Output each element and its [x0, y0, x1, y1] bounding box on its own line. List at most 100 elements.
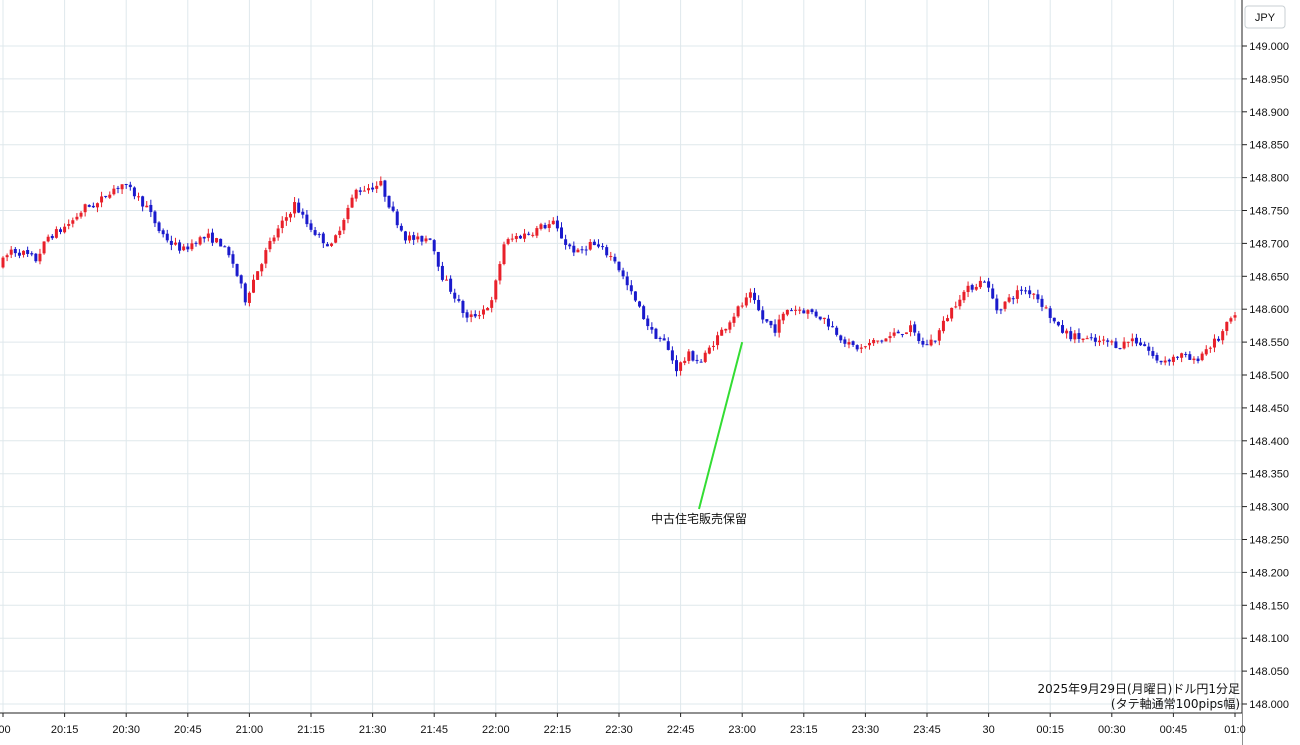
x-tick-label: 23:00 — [728, 724, 756, 736]
candle-body — [161, 230, 165, 235]
candle-body — [391, 206, 395, 211]
candle-body — [223, 246, 227, 248]
candle-body — [831, 326, 835, 328]
candle-body — [1052, 317, 1056, 322]
candle-body — [724, 328, 728, 331]
candle-body — [892, 332, 896, 336]
x-tick-label: 23:15 — [790, 724, 818, 736]
candle-body — [1217, 338, 1221, 341]
candle-body — [461, 300, 465, 313]
candle-body — [83, 204, 87, 213]
candle-body — [720, 329, 724, 336]
currency-badge[interactable] — [1244, 5, 1286, 29]
candle-body — [1200, 353, 1204, 361]
candle-body — [26, 250, 30, 254]
candle-body — [1019, 289, 1023, 291]
candle-body — [987, 281, 991, 288]
candle-body — [1192, 358, 1196, 361]
y-tick-label: 148.400 — [1249, 436, 1289, 448]
candle-body — [120, 184, 124, 190]
candle-body — [145, 205, 149, 208]
candle-body — [625, 276, 629, 286]
candle-body — [494, 280, 498, 300]
candle-body — [826, 318, 830, 327]
candle-body — [872, 339, 876, 344]
candle-body — [970, 285, 974, 290]
candle-body — [498, 264, 502, 281]
candle-body — [403, 231, 407, 241]
candle-body — [1048, 308, 1052, 318]
candle-body — [141, 196, 145, 207]
candle-body — [260, 264, 264, 272]
candle-body — [592, 241, 596, 246]
candle-body — [888, 336, 892, 339]
candle-body — [1065, 330, 1069, 334]
y-tick-label: 148.200 — [1249, 567, 1289, 579]
candle-body — [658, 337, 662, 339]
y-tick-label: 148.900 — [1249, 107, 1289, 119]
candle-body — [366, 188, 370, 191]
candle-body — [1036, 294, 1040, 300]
candle-body — [707, 347, 711, 354]
candle-body — [301, 211, 305, 215]
candle-body — [235, 263, 239, 276]
candle-body — [297, 202, 301, 213]
candle-body — [564, 239, 568, 245]
candle-body — [17, 252, 21, 256]
candle-body — [325, 244, 329, 247]
candle-body — [785, 309, 789, 315]
candle-body — [617, 261, 621, 271]
candle-body — [252, 279, 256, 293]
candle-body — [379, 180, 383, 186]
candle-body — [95, 203, 99, 208]
x-tick-label: 23:45 — [913, 724, 941, 736]
candle-body — [843, 339, 847, 344]
candle-body — [288, 213, 292, 218]
candle-body — [1028, 290, 1032, 295]
candle-body — [1147, 346, 1151, 351]
candle-body — [798, 309, 802, 311]
candle-body — [46, 236, 50, 242]
candle-body — [276, 228, 280, 238]
candle-body — [112, 188, 116, 195]
candle-body — [305, 214, 309, 225]
candle-body — [173, 242, 177, 245]
candle-body — [354, 189, 358, 199]
candle-body — [358, 190, 362, 192]
candle-body — [1007, 297, 1011, 302]
x-tick-label: 22:00 — [482, 724, 510, 736]
candle-body — [75, 216, 79, 220]
candle-body — [1114, 341, 1118, 348]
candle-body — [284, 217, 288, 221]
candle-body — [1011, 298, 1015, 300]
candle-body — [1093, 337, 1097, 342]
candle-body — [1061, 325, 1065, 333]
candle-body — [387, 195, 391, 208]
candle-body — [859, 347, 863, 349]
candle-body — [629, 285, 633, 292]
candle-body — [198, 237, 202, 245]
candle-body — [424, 238, 428, 242]
candle-body — [679, 362, 683, 371]
candle-body — [399, 225, 403, 231]
candle-body — [527, 233, 531, 235]
candle-body — [416, 236, 420, 240]
candle-body — [514, 236, 518, 239]
x-tick-label: 21:30 — [359, 724, 387, 736]
candle-body — [868, 342, 872, 346]
candle-body — [551, 220, 555, 225]
candle-body — [584, 249, 588, 251]
candle-body — [839, 335, 843, 341]
candle-body — [293, 202, 297, 214]
candle-body — [383, 180, 387, 197]
x-tick-label: 00:15 — [1036, 724, 1064, 736]
candle-body — [703, 352, 707, 362]
candle-body — [395, 211, 399, 226]
candle-body — [1204, 349, 1208, 355]
candle-body — [601, 246, 605, 248]
candle-body — [428, 238, 432, 240]
candle-body — [87, 205, 91, 207]
candle-body — [642, 306, 646, 320]
x-tick-label: 20:15 — [51, 724, 79, 736]
candle-body — [662, 338, 666, 341]
